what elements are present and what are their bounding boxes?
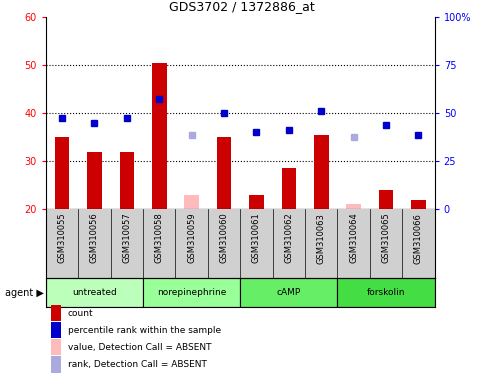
Bar	[314, 135, 328, 209]
Text: GSM310057: GSM310057	[122, 213, 131, 263]
Bar	[87, 152, 102, 209]
Text: GDS3702 / 1372886_at: GDS3702 / 1372886_at	[169, 0, 314, 13]
Bar	[120, 152, 134, 209]
Text: GSM310060: GSM310060	[220, 213, 228, 263]
Bar	[185, 195, 199, 209]
Bar	[241, 278, 338, 307]
Bar	[249, 195, 264, 209]
Bar	[46, 278, 143, 307]
Text: untreated: untreated	[72, 288, 117, 297]
Bar	[379, 190, 393, 209]
Text: count: count	[68, 309, 93, 318]
Text: cAMP: cAMP	[277, 288, 301, 297]
Text: GSM310055: GSM310055	[57, 213, 67, 263]
Text: GSM310065: GSM310065	[382, 213, 391, 263]
Text: GSM310064: GSM310064	[349, 213, 358, 263]
Bar	[346, 205, 361, 209]
Text: value, Detection Call = ABSENT: value, Detection Call = ABSENT	[68, 343, 211, 352]
Bar	[55, 137, 70, 209]
Bar	[143, 278, 241, 307]
Text: forskolin: forskolin	[367, 288, 405, 297]
Bar	[338, 278, 435, 307]
Text: GSM310058: GSM310058	[155, 213, 164, 263]
Text: rank, Detection Call = ABSENT: rank, Detection Call = ABSENT	[68, 360, 207, 369]
Bar	[217, 137, 231, 209]
Bar	[152, 63, 167, 209]
Bar	[282, 169, 296, 209]
Text: GSM310063: GSM310063	[317, 213, 326, 263]
Bar	[411, 200, 426, 209]
Text: percentile rank within the sample: percentile rank within the sample	[68, 326, 221, 335]
Text: agent ▶: agent ▶	[5, 288, 43, 298]
Text: GSM310059: GSM310059	[187, 213, 196, 263]
Text: GSM310056: GSM310056	[90, 213, 99, 263]
Text: GSM310062: GSM310062	[284, 213, 293, 263]
Text: norepinephrine: norepinephrine	[157, 288, 227, 297]
Text: GSM310066: GSM310066	[414, 213, 423, 263]
Text: GSM310061: GSM310061	[252, 213, 261, 263]
